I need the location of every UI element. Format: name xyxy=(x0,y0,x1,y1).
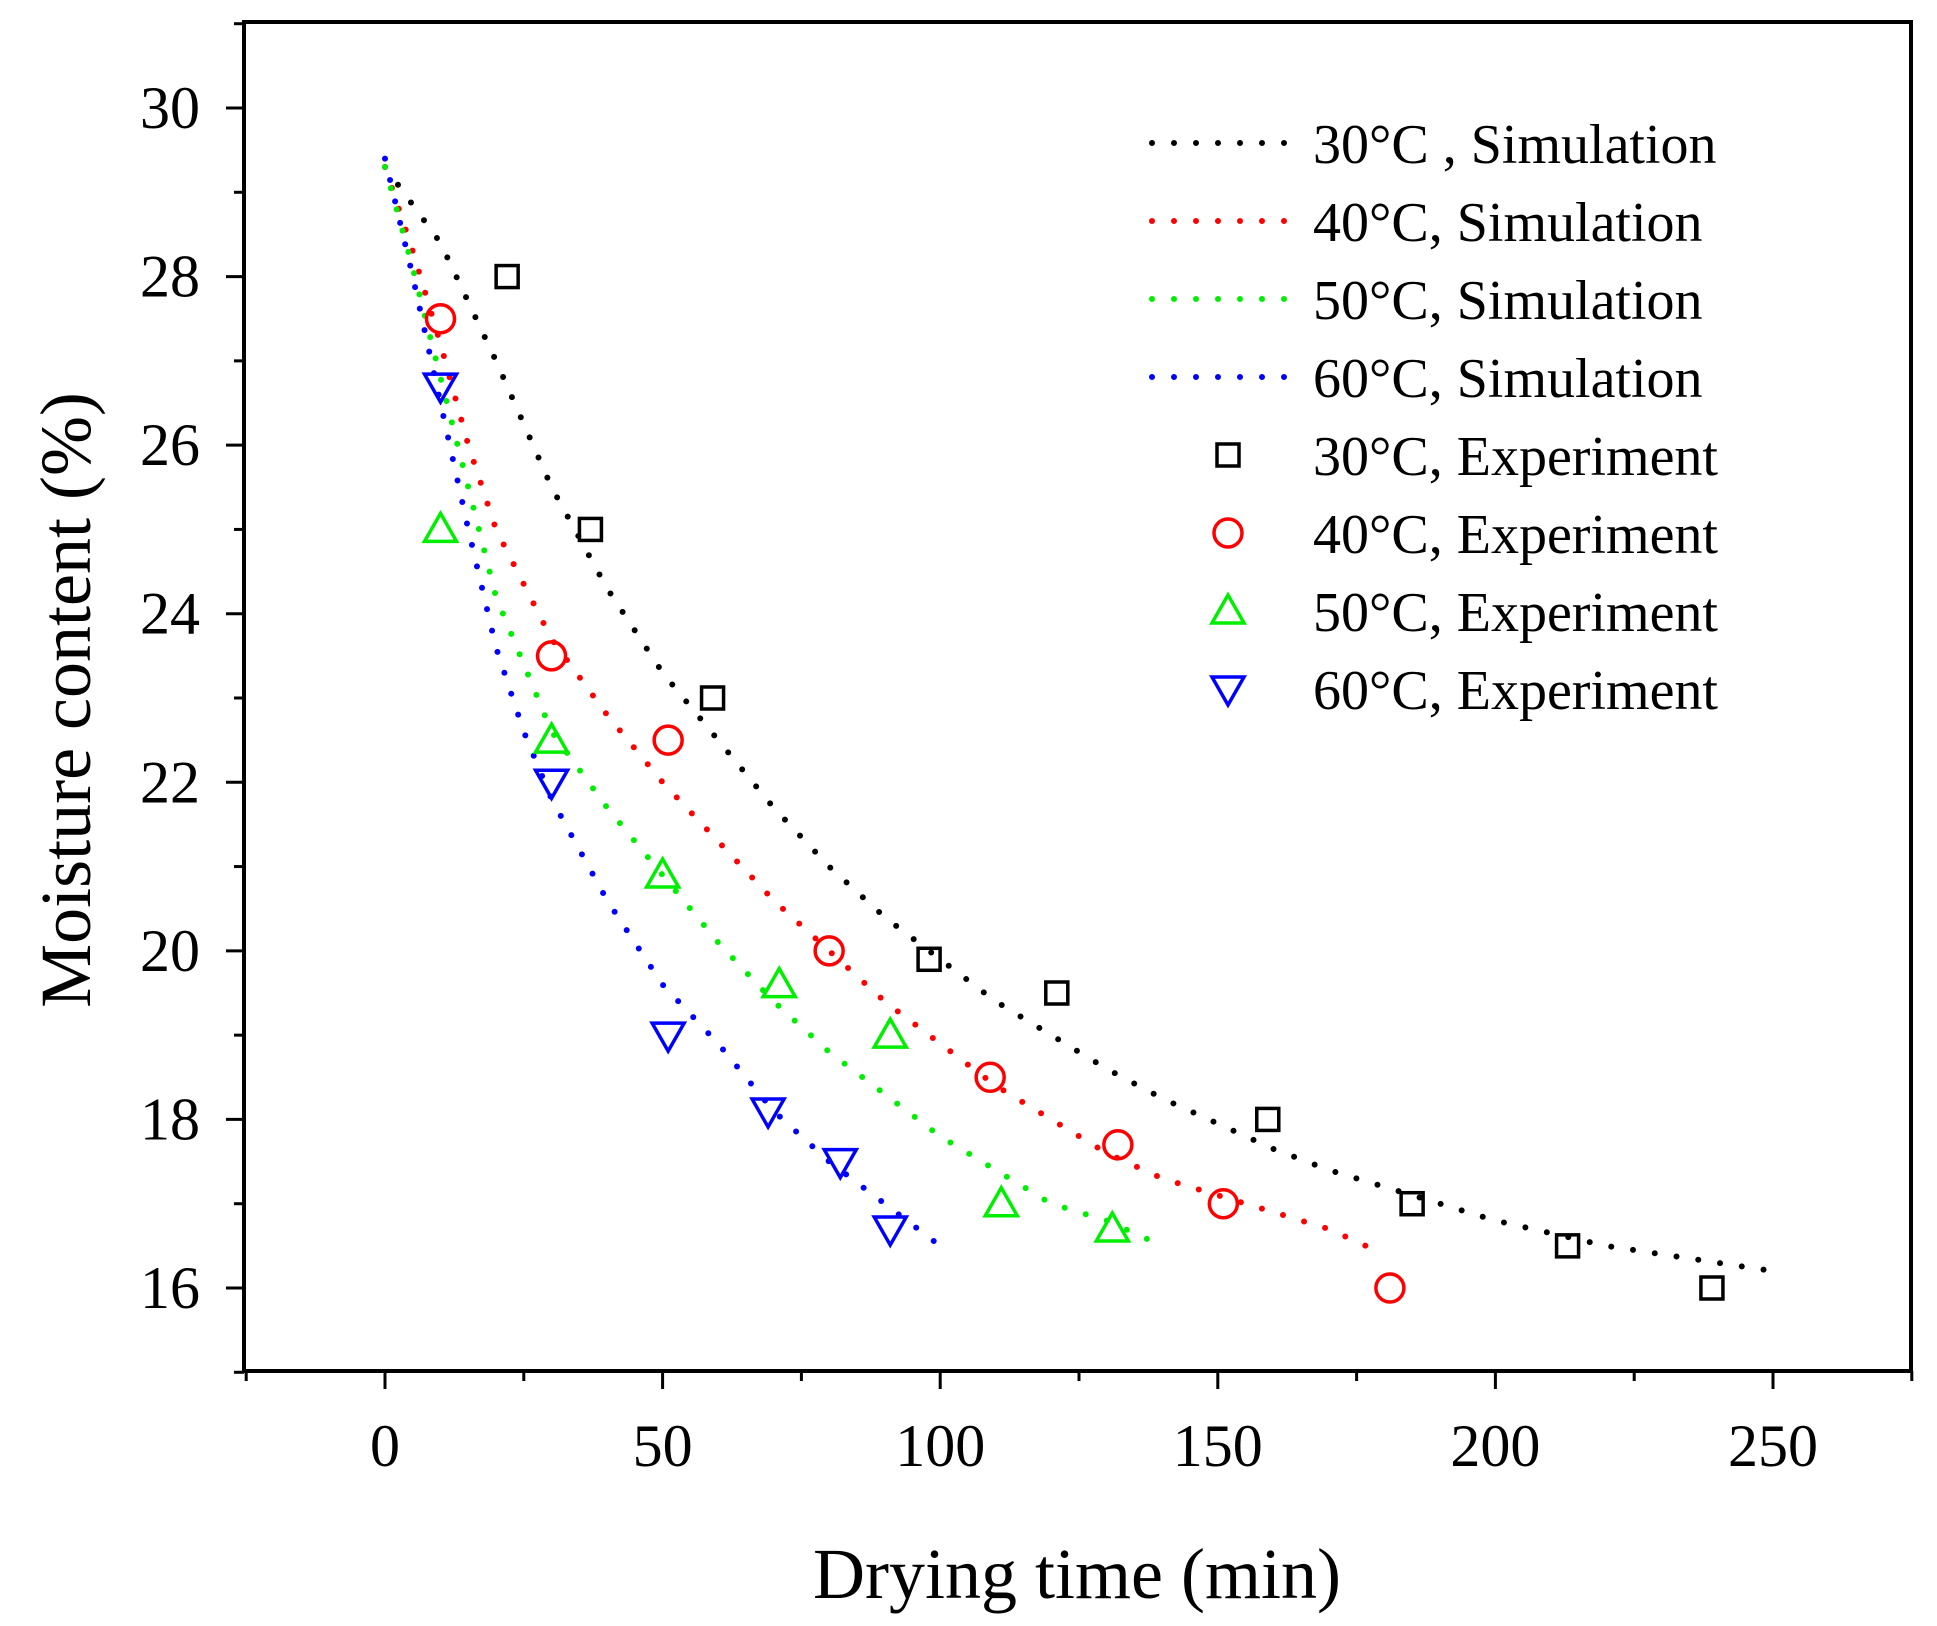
x-tick-label: 0 xyxy=(370,1413,400,1479)
legend-label: 60°C, Experiment xyxy=(1313,660,1718,722)
y-tick-label: 16 xyxy=(140,1255,200,1321)
experiment-point xyxy=(760,965,799,999)
legend-marker xyxy=(1212,517,1244,549)
experiment-point xyxy=(421,509,460,544)
experiment-point xyxy=(821,1147,860,1182)
experiment-point xyxy=(424,302,457,335)
experiment-point xyxy=(916,946,942,973)
experiment-markers xyxy=(421,263,1725,1304)
experiment-point xyxy=(871,1015,910,1049)
simulation-curve xyxy=(382,164,1166,1249)
experiment-point xyxy=(643,855,682,889)
legend-marker xyxy=(1215,442,1241,468)
experiment-point xyxy=(871,1215,910,1249)
experiment-point xyxy=(1399,1190,1425,1217)
experiment-point xyxy=(1255,1106,1281,1133)
y-tick-label: 28 xyxy=(140,244,200,310)
experiment-point xyxy=(1093,1209,1132,1243)
legend-marker xyxy=(1208,591,1248,625)
y-tick-label: 24 xyxy=(140,581,200,647)
axis-ticks: 0 50 100 150 200 250 16 18 20 22 24 26 28 30 xyxy=(140,22,1914,1479)
legend-label: 40°C, Experiment xyxy=(1313,504,1718,566)
y-tick-label: 26 xyxy=(140,412,200,478)
legend-label: 50°C, Simulation xyxy=(1313,270,1703,332)
legend-label: 30°C, Experiment xyxy=(1313,426,1718,488)
simulation-lines xyxy=(382,155,1776,1275)
experiment-point xyxy=(649,1021,688,1055)
y-tick-label: 22 xyxy=(140,749,200,815)
experiment-point xyxy=(532,768,571,802)
x-tick-label: 50 xyxy=(633,1413,693,1479)
y-tick-label: 20 xyxy=(140,918,200,984)
legend-label: 60°C, Simulation xyxy=(1313,348,1703,410)
x-tick-label: 150 xyxy=(1173,1413,1263,1479)
experiment-point xyxy=(1374,1272,1406,1304)
experiment-point xyxy=(1554,1233,1581,1259)
experiment-point xyxy=(532,720,571,754)
experiment-point xyxy=(982,1184,1021,1218)
experiment-point xyxy=(652,724,684,756)
y-tick-label: 30 xyxy=(140,75,200,141)
simulation-curve xyxy=(382,155,944,1249)
experiment-point xyxy=(1102,1128,1134,1161)
legend-label: 40°C, Simulation xyxy=(1313,192,1703,254)
experiment-point xyxy=(699,685,726,711)
y-tick-label: 18 xyxy=(140,1086,200,1152)
experiment-point xyxy=(749,1097,788,1131)
simulation-curve xyxy=(382,164,1388,1258)
experiment-point xyxy=(535,640,568,672)
legend: 30°C , Simulation 40°C, Simulation 50°C, S… xyxy=(1149,114,1718,722)
simulation-curve xyxy=(382,164,1776,1275)
experiment-point xyxy=(1044,980,1070,1006)
experiment-point xyxy=(494,263,520,290)
experiment-point xyxy=(577,516,604,543)
legend-label: 50°C, Experiment xyxy=(1313,582,1718,644)
experiment-point xyxy=(1699,1275,1725,1301)
x-axis-title: Drying time (min) xyxy=(813,1534,1341,1614)
experiment-point xyxy=(1207,1187,1240,1220)
legend-marker xyxy=(1208,675,1248,709)
experiment-point xyxy=(813,935,845,967)
y-axis-title: Moisture content (%) xyxy=(26,392,106,1008)
experiment-point xyxy=(421,372,460,406)
x-tick-label: 250 xyxy=(1728,1413,1818,1479)
x-tick-label: 200 xyxy=(1450,1413,1540,1479)
legend-label: 30°C , Simulation xyxy=(1313,114,1717,176)
x-tick-label: 100 xyxy=(895,1413,985,1479)
experiment-point xyxy=(974,1061,1006,1094)
